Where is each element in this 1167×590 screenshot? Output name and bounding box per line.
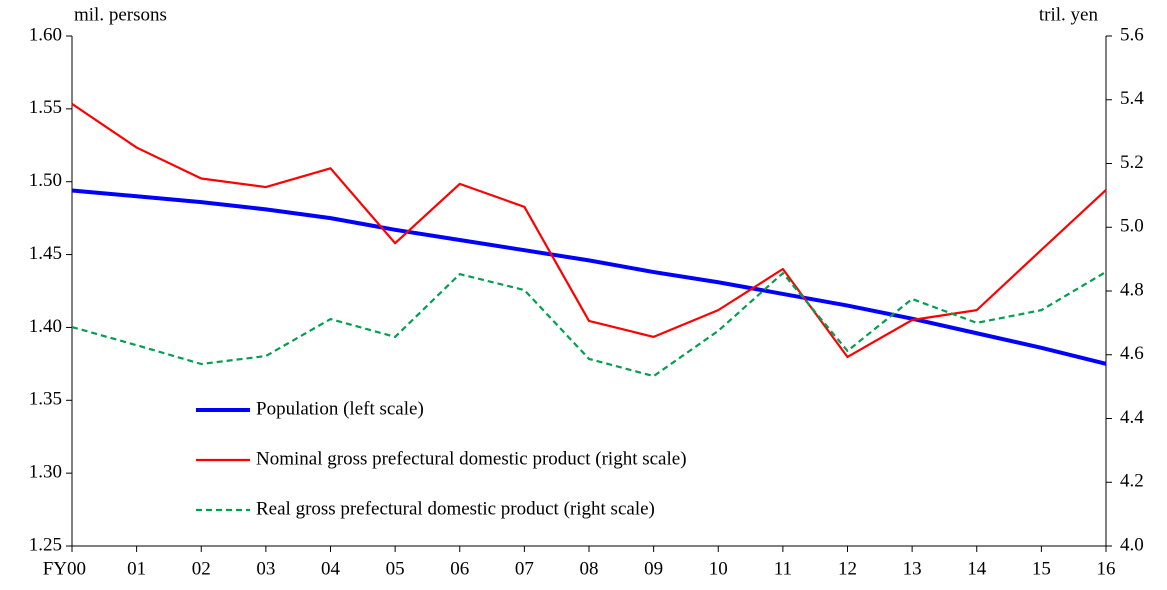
- x-tick-label: 07: [515, 558, 534, 579]
- x-tick-label: 11: [774, 558, 792, 579]
- y-tick-label: 1.35: [29, 389, 62, 410]
- x-tick-label: 12: [838, 558, 857, 579]
- y-tick-label: 1.45: [29, 243, 62, 264]
- x-tick-label: 09: [644, 558, 663, 579]
- x-tick-label: 05: [386, 558, 405, 579]
- y2-tick-label: 5.6: [1120, 24, 1144, 45]
- series-line: [71, 188, 1107, 366]
- legend-label: Nominal gross prefectural domestic produ…: [256, 448, 687, 469]
- y2-tick-label: 4.0: [1120, 534, 1144, 555]
- x-tick-label: 08: [580, 558, 599, 579]
- y2-tick-label: 4.6: [1120, 343, 1144, 364]
- y-axis-label: mil. persons: [74, 4, 167, 25]
- x-tick-label: 04: [321, 558, 341, 579]
- x-tick-label: 03: [256, 558, 275, 579]
- y2-tick-label: 4.4: [1120, 407, 1144, 428]
- x-tick-label: 14: [967, 558, 987, 579]
- legend-label: Population (left scale): [256, 398, 424, 419]
- x-tick-label: 06: [450, 558, 469, 579]
- x-tick-label: 15: [1032, 558, 1051, 579]
- y-tick-label: 1.55: [29, 97, 62, 118]
- y2-tick-label: 5.4: [1120, 88, 1144, 109]
- y2-axis-label: tril. yen: [1039, 4, 1099, 25]
- y-tick-label: 1.40: [29, 316, 62, 337]
- y2-tick-label: 5.0: [1120, 216, 1144, 237]
- x-tick-label: 02: [192, 558, 211, 579]
- x-tick-label: FY00: [43, 558, 86, 579]
- series-line: [71, 270, 1107, 378]
- y-tick-label: 1.60: [29, 24, 62, 45]
- y2-tick-label: 4.2: [1120, 471, 1144, 492]
- x-tick-label: 01: [127, 558, 146, 579]
- x-tick-label: 10: [709, 558, 728, 579]
- x-tick-label: 16: [1097, 558, 1116, 579]
- legend-label: Real gross prefectural domestic product …: [256, 498, 655, 519]
- y-tick-label: 1.30: [29, 462, 62, 483]
- y-tick-label: 1.50: [29, 170, 62, 191]
- y2-tick-label: 4.8: [1120, 279, 1144, 300]
- y-tick-label: 1.25: [29, 534, 62, 555]
- x-tick-label: 13: [903, 558, 922, 579]
- y2-tick-label: 5.2: [1120, 152, 1144, 173]
- series-line: [71, 102, 1107, 359]
